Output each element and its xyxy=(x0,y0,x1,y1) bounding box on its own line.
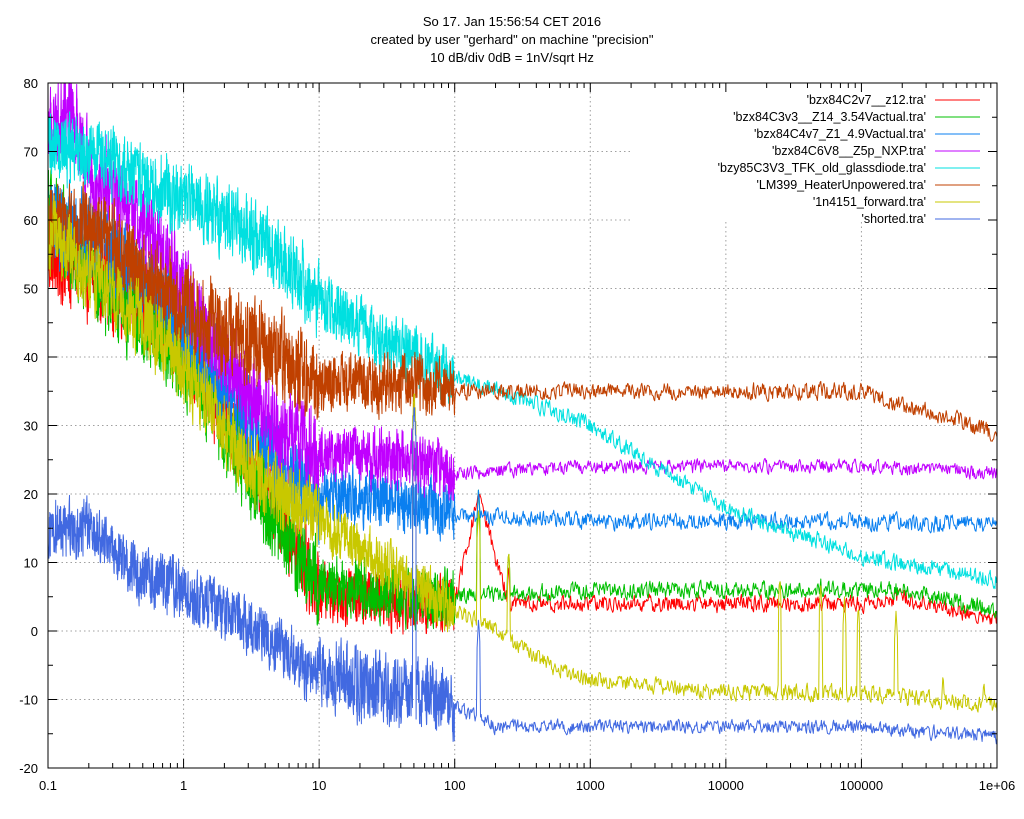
chart-title: So 17. Jan 15:56:54 CET 2016 created by … xyxy=(371,14,654,65)
x-tick-label: 1e+06 xyxy=(979,778,1016,793)
y-tick-label: 20 xyxy=(24,487,38,502)
series-line-7 xyxy=(47,195,998,713)
legend-label: 'bzx84C3v3__Z14_3.54Vactual.tra' xyxy=(733,110,926,124)
title-line-3: 10 dB/div 0dB = 1nV/sqrt Hz xyxy=(430,50,594,65)
title-line-2: created by user "gerhard" on machine "pr… xyxy=(371,32,654,47)
y-tick-label: 10 xyxy=(24,556,38,571)
y-tick-label: 40 xyxy=(24,350,38,365)
y-tick-label: 80 xyxy=(24,76,38,91)
x-tick-label: 0.1 xyxy=(39,778,57,793)
series-line-5 xyxy=(47,111,998,590)
legend-label: '1n4151_forward.tra' xyxy=(813,195,926,209)
y-tick-label: 0 xyxy=(31,624,38,639)
y-tick-label: 60 xyxy=(24,213,38,228)
x-tick-label: 1000 xyxy=(576,778,605,793)
legend-label: 'bzx84C6V8__Z5p_NXP.tra' xyxy=(772,144,926,158)
series-layer xyxy=(47,82,998,745)
series-line-6 xyxy=(47,181,998,442)
legend-label: 'LM399_HeaterUnpowered.tra' xyxy=(757,178,926,192)
y-tick-label: 70 xyxy=(24,145,38,160)
x-tick-label: 10 xyxy=(312,778,326,793)
y-tick-label: 30 xyxy=(24,419,38,434)
x-tick-label: 1 xyxy=(180,778,187,793)
legend-label: 'bzx84C4v7_Z1_4.9Vactual.tra' xyxy=(754,127,926,141)
series-line-8 xyxy=(47,407,998,745)
legend: 'bzx84C2v7__z12.tra' 'bzx84C3v3__Z14_3.54… xyxy=(718,93,980,226)
axes: 0.1 1 10 100 1000 10000 100000 1e+0680706050403… xyxy=(19,76,1015,793)
x-tick-label: 10000 xyxy=(708,778,744,793)
y-tick-label: -10 xyxy=(19,693,38,708)
x-tick-label: 100 xyxy=(444,778,466,793)
y-tick-label: -20 xyxy=(19,761,38,776)
legend-label: 'bzx84C2v7__z12.tra' xyxy=(807,93,926,107)
y-tick-label: 50 xyxy=(24,282,38,297)
legend-label: 'bzy85C3V3_TFK_old_glassdiode.tra' xyxy=(718,161,926,175)
series-line-3 xyxy=(47,179,997,545)
legend-label: 'shorted.tra' xyxy=(861,212,926,226)
title-line-1: So 17. Jan 15:56:54 CET 2016 xyxy=(423,14,601,29)
x-tick-label: 100000 xyxy=(840,778,883,793)
